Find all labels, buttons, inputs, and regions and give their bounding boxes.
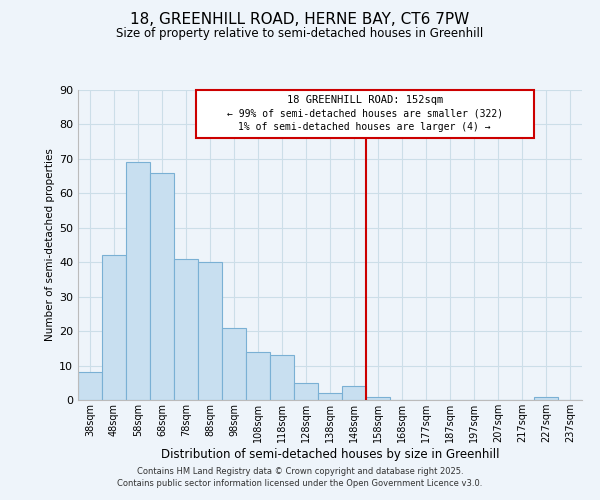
Bar (318, 393, 342, 400)
Bar (342, 386, 366, 400)
Bar (78, 372, 102, 400)
Bar (198, 262, 222, 400)
FancyBboxPatch shape (196, 90, 534, 138)
Text: ← 99% of semi-detached houses are smaller (322): ← 99% of semi-detached houses are smalle… (227, 108, 503, 118)
Text: 1% of semi-detached houses are larger (4) →: 1% of semi-detached houses are larger (4… (238, 122, 491, 132)
Text: 18, GREENHILL ROAD, HERNE BAY, CT6 7PW: 18, GREENHILL ROAD, HERNE BAY, CT6 7PW (130, 12, 470, 28)
Text: Contains HM Land Registry data © Crown copyright and database right 2025.
Contai: Contains HM Land Registry data © Crown c… (118, 466, 482, 487)
Bar (126, 162, 150, 400)
Bar (150, 172, 174, 400)
Text: Size of property relative to semi-detached houses in Greenhill: Size of property relative to semi-detach… (116, 28, 484, 40)
Text: 18 GREENHILL ROAD: 152sqm: 18 GREENHILL ROAD: 152sqm (287, 96, 443, 106)
Bar (294, 383, 318, 400)
Bar (534, 396, 558, 400)
Bar (222, 328, 246, 400)
Bar (246, 352, 270, 400)
X-axis label: Distribution of semi-detached houses by size in Greenhill: Distribution of semi-detached houses by … (161, 448, 499, 461)
Bar (102, 256, 126, 400)
Y-axis label: Number of semi-detached properties: Number of semi-detached properties (45, 148, 55, 342)
Bar (174, 259, 198, 400)
Bar (366, 396, 390, 400)
Bar (270, 355, 294, 400)
